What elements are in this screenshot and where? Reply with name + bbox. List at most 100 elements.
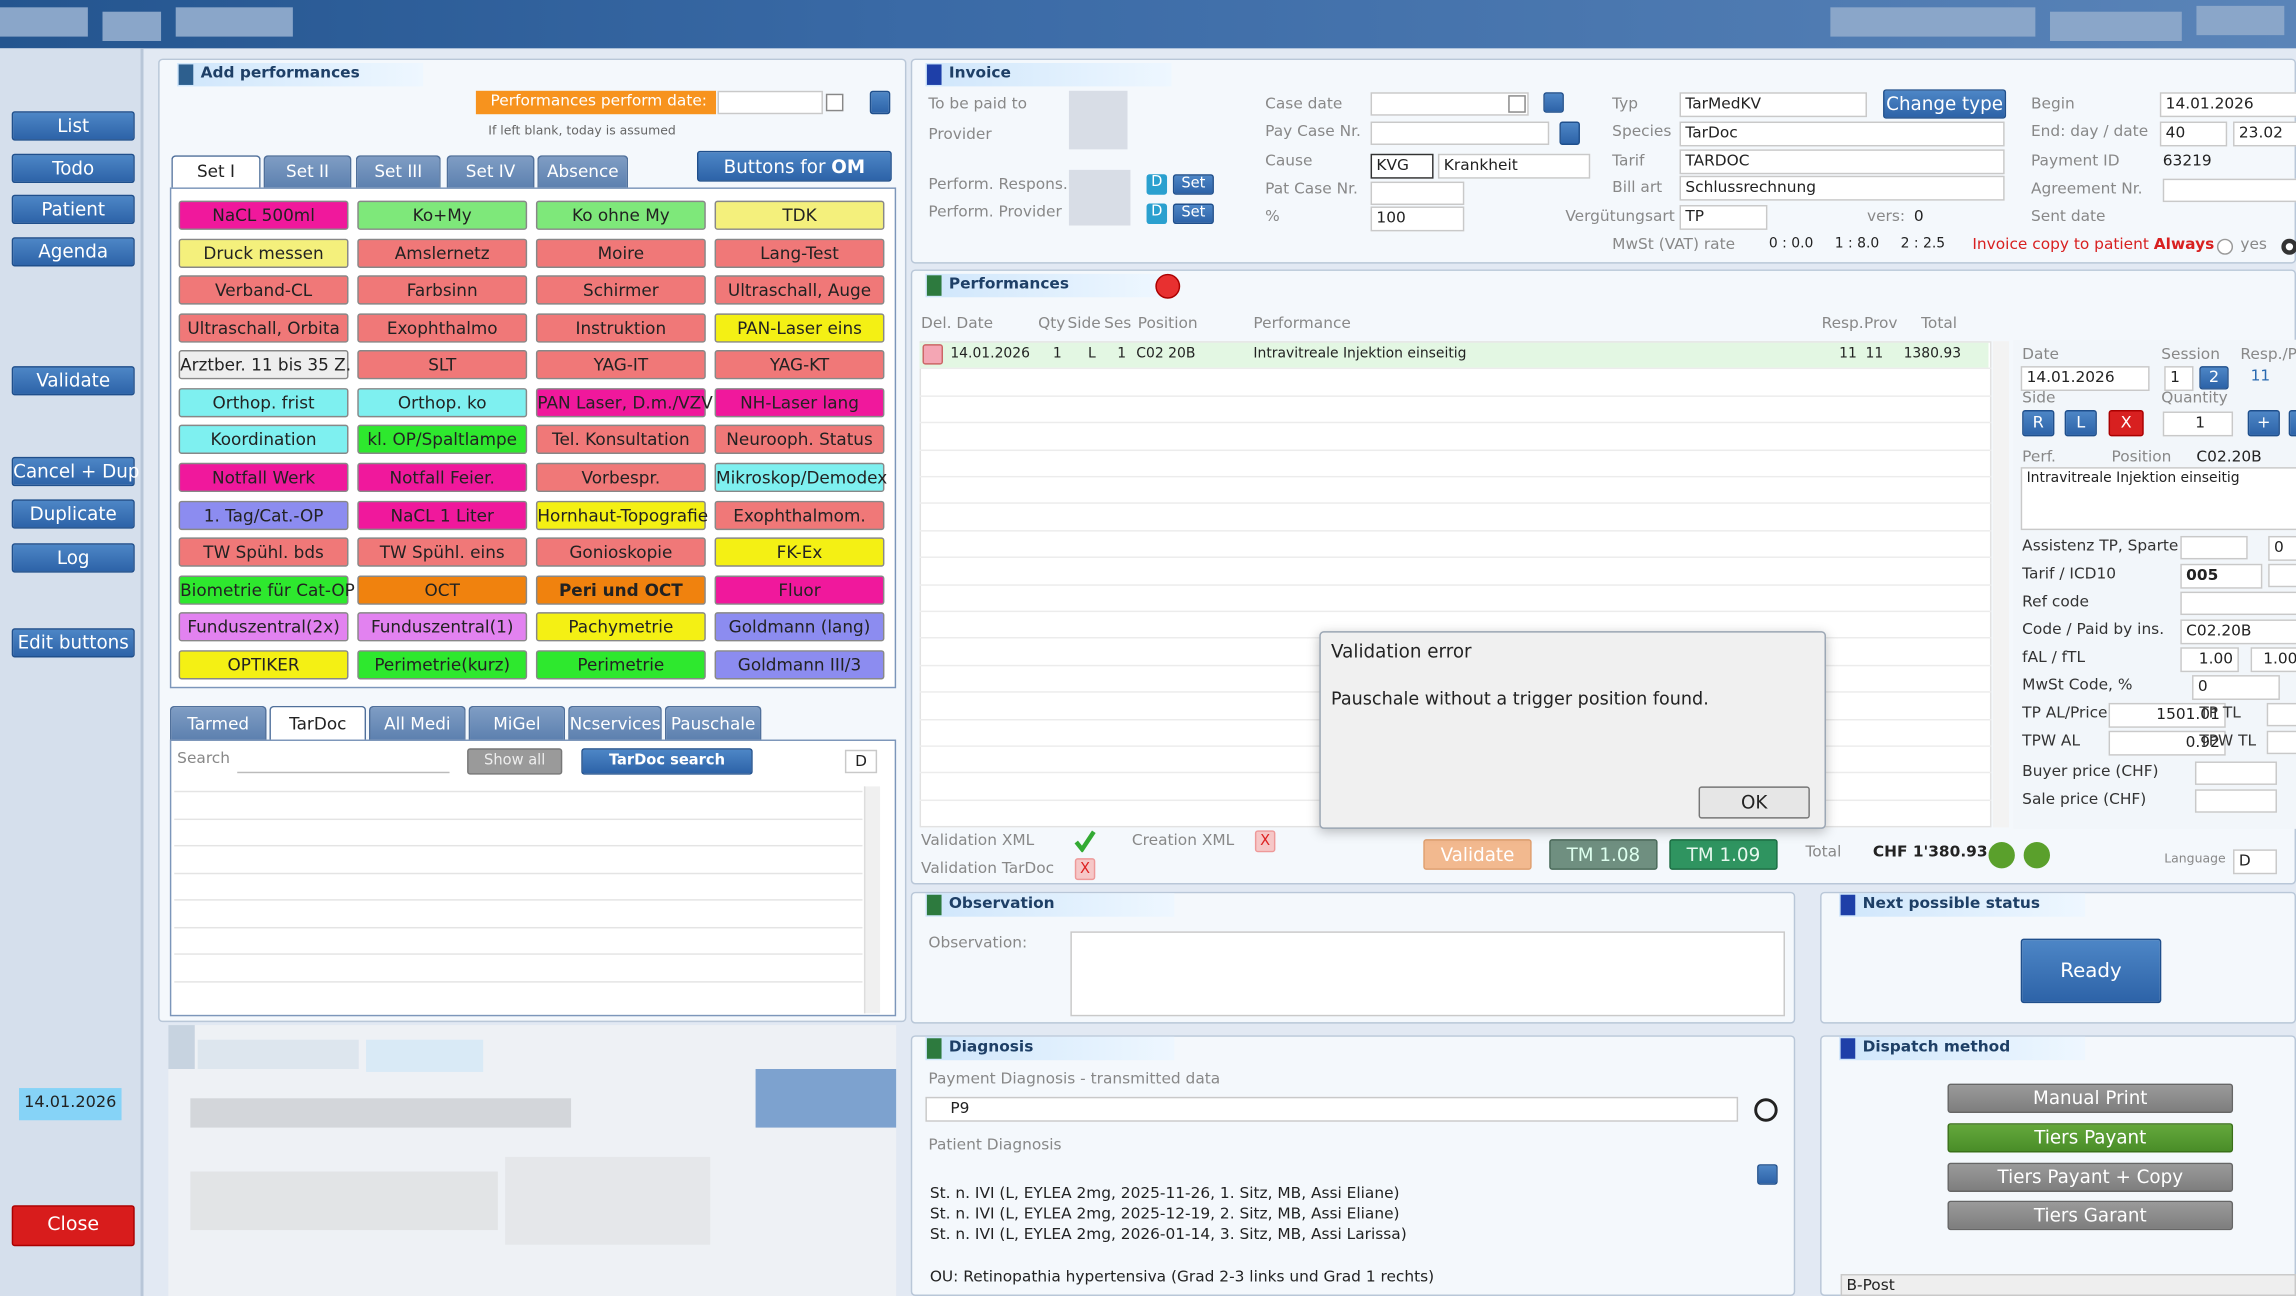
performance-button[interactable]: Goldmann III/3 xyxy=(714,650,885,680)
session-button[interactable]: 2 xyxy=(2199,366,2229,390)
performance-button[interactable]: Amslernetz xyxy=(357,238,528,268)
input-field[interactable]: 1 xyxy=(2164,366,2194,391)
d-button[interactable]: D xyxy=(1146,174,1168,195)
close-button[interactable]: Close xyxy=(11,1205,135,1247)
sidebar-button[interactable]: Edit buttons xyxy=(11,628,135,658)
input[interactable] xyxy=(2266,730,2296,755)
performance-button[interactable]: Lang-Test xyxy=(714,238,885,268)
sidebar-button[interactable]: List xyxy=(11,111,135,141)
sidebar-button[interactable]: Cancel + Dup xyxy=(11,456,139,487)
input-field[interactable]: 005 xyxy=(2180,563,2263,589)
input[interactable] xyxy=(2194,789,2277,813)
sidebar-button[interactable]: Patient xyxy=(11,194,135,225)
radio[interactable] xyxy=(2216,238,2234,255)
input-field[interactable]: 1 xyxy=(2162,411,2234,437)
input-field[interactable]: C02.20B xyxy=(2180,619,2296,645)
dispatch-button[interactable]: Tiers Payant xyxy=(1947,1123,2234,1153)
input-field[interactable]: D xyxy=(2233,849,2277,875)
performance-button[interactable]: Farbsinn xyxy=(357,275,528,305)
om-button[interactable]: Buttons for OM xyxy=(697,150,892,182)
sidebar-button[interactable]: Duplicate xyxy=(11,499,135,529)
input-field[interactable]: TARDOC xyxy=(1679,149,2005,175)
performance-button[interactable]: SLT xyxy=(357,350,528,380)
input[interactable] xyxy=(1370,121,1550,145)
tm108-button[interactable]: TM 1.08 xyxy=(1549,839,1658,870)
set-button[interactable]: Set xyxy=(1172,174,1214,195)
input-field[interactable]: KVG xyxy=(1370,153,1434,179)
date-input[interactable] xyxy=(717,90,823,115)
performance-button[interactable]: Notfall Werk xyxy=(178,462,349,493)
performance-button[interactable]: Exophthalmo xyxy=(357,312,528,343)
input-field[interactable]: 1.00 xyxy=(2250,647,2296,673)
performance-button[interactable]: 1. Tag/Cat.-OP xyxy=(178,500,349,530)
b-post[interactable]: B-Post xyxy=(1840,1274,2296,1296)
performance-button[interactable]: Perimetrie xyxy=(535,650,706,680)
performance-button[interactable]: Mikroskop/Demodex xyxy=(714,462,887,493)
performance-button[interactable]: NH-Laser lang xyxy=(714,387,885,418)
d-field[interactable]: D xyxy=(844,749,878,774)
performance-button[interactable]: Goldmann (lang) xyxy=(714,612,885,642)
performance-button[interactable]: Verband-CL xyxy=(178,275,349,305)
performance-button[interactable]: FK-Ex xyxy=(714,537,885,568)
input-field[interactable]: 23.02 xyxy=(2233,121,2296,147)
performance-button[interactable]: Ultraschall, Auge xyxy=(714,275,885,305)
catalog-tab[interactable]: Pauschale xyxy=(664,705,762,741)
performance-button[interactable]: Exophthalmom. xyxy=(714,500,885,530)
sidebar-button[interactable]: Validate xyxy=(11,366,135,396)
tab[interactable]: Absence xyxy=(537,155,629,189)
input-field[interactable]: Krankheit xyxy=(1437,153,1591,179)
validate-button[interactable]: Validate xyxy=(1423,839,1532,870)
performance-button[interactable]: Druck messen xyxy=(178,238,349,268)
change-type[interactable]: Change type xyxy=(1883,89,2007,119)
dispatch-button[interactable]: Tiers Payant + Copy xyxy=(1947,1162,2234,1193)
button[interactable] xyxy=(2288,410,2296,437)
performance-button[interactable]: OPTIKER xyxy=(178,650,349,680)
input[interactable] xyxy=(2194,761,2277,785)
input-field[interactable]: 0.92 xyxy=(2108,730,2226,756)
plus-button[interactable]: + xyxy=(2247,410,2280,437)
performance-button[interactable]: Moire xyxy=(535,238,706,268)
input[interactable] xyxy=(2268,563,2296,588)
performance-button[interactable]: Orthop. ko xyxy=(357,387,528,418)
input[interactable] xyxy=(2162,178,2296,203)
performance-button[interactable]: Biometrie für Cat-OP xyxy=(178,575,355,605)
sidebar-button[interactable]: Log xyxy=(11,543,135,573)
performance-button[interactable]: Ultraschall, Orbita xyxy=(178,312,349,343)
performance-button[interactable]: Orthop. frist xyxy=(178,387,349,418)
sidebar-button[interactable]: Todo xyxy=(11,153,135,184)
tardoc-search[interactable]: TarDoc search xyxy=(581,748,753,775)
input-field[interactable]: 0 xyxy=(2192,675,2280,700)
performance-button[interactable]: Tel. Konsultation xyxy=(535,425,706,455)
performance-button[interactable]: YAG-KT xyxy=(714,350,885,380)
performance-button[interactable]: PAN Laser, D.m./VZV xyxy=(535,387,713,418)
search-input[interactable] xyxy=(237,748,450,774)
catalog-tab[interactable]: TarDoc xyxy=(269,705,367,741)
input-field[interactable]: TarMedKV xyxy=(1679,92,1867,118)
dispatch-button[interactable]: Tiers Garant xyxy=(1947,1200,2234,1231)
tab[interactable]: Set I xyxy=(171,155,261,189)
side-l[interactable]: L xyxy=(2064,410,2097,437)
performance-button[interactable]: Notfall Feier. xyxy=(357,462,528,493)
performance-button[interactable]: Fluor xyxy=(714,575,885,605)
input-field[interactable]: P9 xyxy=(925,1096,1739,1122)
input-field[interactable]: 14.01.2026 xyxy=(2020,366,2150,391)
input[interactable] xyxy=(2180,591,2296,616)
input[interactable] xyxy=(2266,702,2296,727)
performance-button[interactable]: Peri und OCT xyxy=(535,575,706,605)
side-x[interactable]: X xyxy=(2108,410,2144,437)
performance-button[interactable]: kl. OP/Spaltlampe xyxy=(357,425,528,455)
date-input[interactable] xyxy=(1370,92,1529,116)
performance-button[interactable]: NaCL 500ml xyxy=(178,200,349,230)
sidebar-button[interactable]: Agenda xyxy=(11,237,135,267)
performance-button[interactable]: Koordination xyxy=(178,425,349,455)
tm109-button[interactable]: TM 1.09 xyxy=(1669,839,1778,870)
tab[interactable]: Set IV xyxy=(446,155,535,189)
catalog-tab[interactable]: All Medi xyxy=(369,705,466,741)
tab[interactable]: Set II xyxy=(263,155,352,189)
input-field[interactable]: TarDoc xyxy=(1679,121,2005,147)
catalog-tab[interactable]: Ncservices xyxy=(568,705,662,741)
performance-button[interactable]: Pachymetrie xyxy=(535,612,706,642)
input-field[interactable]: 100 xyxy=(1370,206,1465,232)
performance-button[interactable]: PAN-Laser eins xyxy=(714,312,885,343)
performance-button[interactable]: OCT xyxy=(357,575,528,605)
